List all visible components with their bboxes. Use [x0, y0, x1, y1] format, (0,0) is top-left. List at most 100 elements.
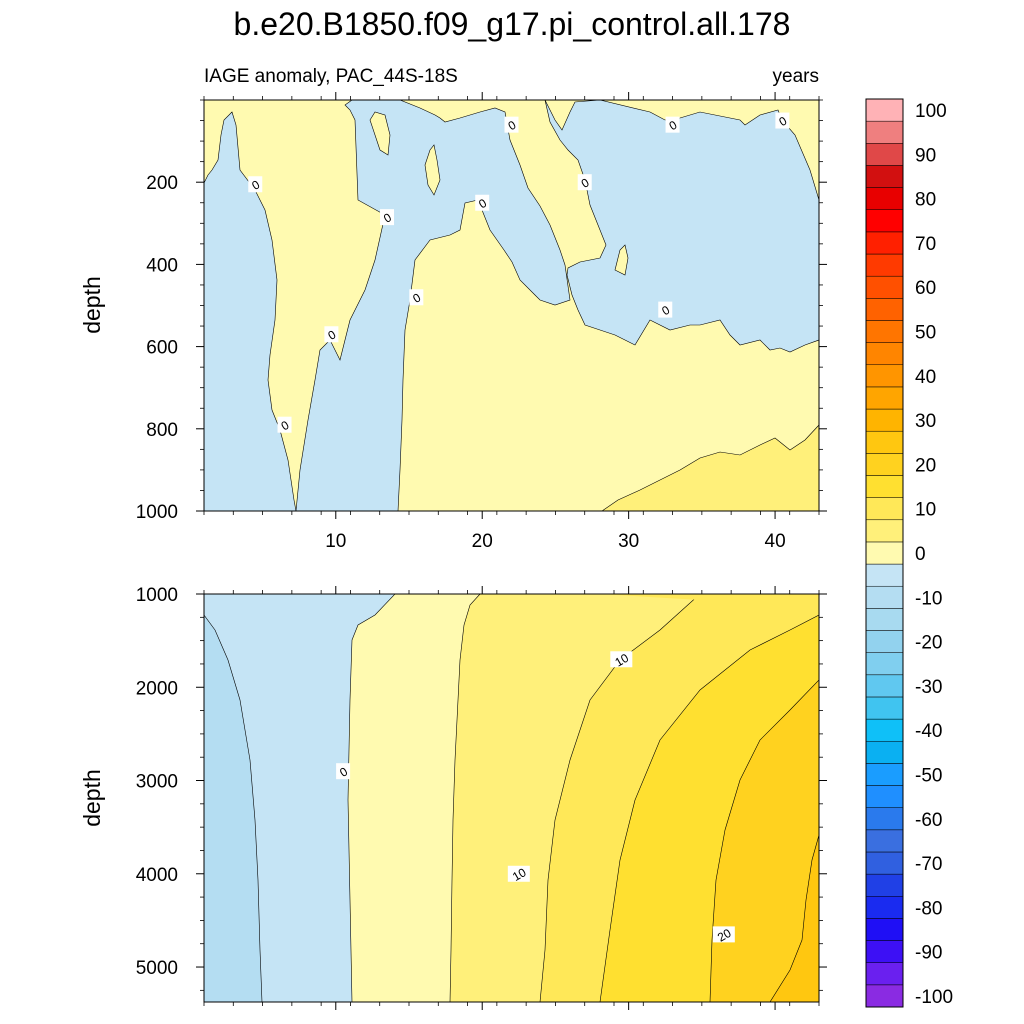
colorbar-box — [865, 763, 904, 786]
colorbar-box — [865, 940, 904, 963]
colorbar-box — [865, 253, 904, 277]
contour-label-bg — [380, 209, 395, 226]
contour-label-bg — [658, 301, 673, 318]
colorbar-tick-label: -10 — [915, 588, 942, 609]
lower-frame — [203, 593, 820, 1003]
upper-pos-island-1 — [424, 144, 441, 196]
contour-label-bg — [610, 651, 633, 668]
contour-label-bg — [409, 289, 424, 306]
contour-label: 10 — [613, 651, 632, 670]
contour-label-bg — [712, 926, 735, 943]
contour-label-bg — [577, 174, 592, 191]
colorbar-tick-label: -70 — [915, 854, 942, 875]
upper-ylabel: depth — [79, 276, 105, 334]
colorbar-tick-label: -20 — [915, 633, 942, 654]
colorbar-box — [865, 851, 904, 875]
y-tick-label: 600 — [146, 338, 178, 359]
colorbar-box — [865, 740, 904, 764]
lower-ticks: 1000 2000 3000 4000 5000 — [136, 585, 827, 1010]
y-tick-label: 3000 — [136, 772, 178, 793]
colorbar-box — [865, 585, 904, 609]
colorbar-box — [865, 231, 904, 255]
colorbar-box — [865, 320, 904, 343]
lower-neg-region-deeper — [204, 614, 263, 1002]
contour-label: 10 — [510, 865, 529, 884]
colorbar-tick-label: 90 — [915, 145, 936, 166]
colorbar-tick-label: 20 — [915, 455, 936, 476]
x-tick-label: 20 — [472, 531, 493, 552]
colorbar-box — [865, 120, 904, 144]
colorbar-box — [865, 364, 904, 388]
colorbar-box — [865, 962, 904, 986]
colorbar-box — [865, 696, 904, 720]
colorbar-box — [865, 275, 904, 299]
contour-label-bg — [504, 116, 519, 133]
lower-pos-region-25to30 — [769, 834, 819, 1002]
colorbar-box — [865, 165, 904, 188]
chart-title: b.e20.B1850.f09_g17.pi_control.all.178 — [234, 6, 791, 42]
colorbar-box — [865, 918, 904, 941]
upper-neg-region-middle — [295, 100, 571, 511]
colorbar-tick-label: 40 — [915, 367, 936, 388]
colorbar-box — [865, 519, 904, 543]
y-tick-label: 2000 — [136, 678, 178, 699]
colorbar-box — [865, 630, 904, 653]
colorbar-box — [865, 563, 904, 587]
contour-label-bg — [336, 763, 351, 780]
colorbar-box — [865, 298, 904, 321]
colorbar-tick-label: 30 — [915, 411, 936, 432]
colorbar-tick-label: 80 — [915, 190, 936, 211]
colorbar-box — [865, 187, 904, 210]
colorbar-box — [865, 807, 904, 831]
contour-label-bg — [665, 116, 680, 133]
colorbar-tick-label: 0 — [915, 544, 926, 565]
lower-pos-region-20to25 — [709, 679, 819, 1002]
colorbar-box — [865, 408, 904, 432]
colorbar-box — [865, 674, 904, 698]
colorbar-frame — [865, 98, 904, 1008]
upper-pos-region-5to10 — [601, 424, 819, 511]
x-tick-label: 30 — [618, 531, 639, 552]
y-tick-label: 1000 — [136, 585, 178, 606]
upper-neg-region-left — [204, 111, 297, 511]
colorbar-tick-label: -80 — [915, 898, 942, 919]
colorbar-tick-label: 70 — [915, 234, 936, 255]
lower-pos-region-10to15-top — [600, 594, 819, 620]
colorbar-box — [865, 652, 904, 676]
colorbar-box — [865, 984, 904, 1008]
colorbar-box — [865, 143, 904, 166]
colorbar: -100-90-80-70-60-50-40-30-20-10010203040… — [865, 98, 953, 1008]
colorbar-tick-label: 100 — [915, 101, 947, 122]
colorbar-box — [865, 386, 904, 410]
contour-label-bg — [324, 326, 339, 343]
y-tick-label: 800 — [146, 420, 178, 441]
contour-label-bg — [507, 865, 530, 882]
colorbar-tick-label: -40 — [915, 721, 942, 742]
colorbar-box — [865, 896, 904, 919]
contour-label: 20 — [715, 926, 734, 945]
colorbar-box — [865, 475, 904, 498]
left-string: IAGE anomaly, PAC_44S-18S — [204, 66, 458, 87]
x-tick-label: 40 — [765, 531, 786, 552]
contour-label-bg — [248, 176, 263, 193]
colorbar-box — [865, 873, 904, 897]
upper-ticks: 10 20 30 40 200 400 600 800 1000 — [136, 92, 827, 552]
colorbar-box — [865, 718, 904, 742]
colorbar-box — [865, 541, 904, 565]
colorbar-tick-label: 60 — [915, 278, 936, 299]
colorbar-tick-label: -60 — [915, 810, 942, 831]
upper-neg-region-right — [544, 100, 819, 511]
colorbar-tick-label: 50 — [915, 323, 936, 344]
contour-label-bg — [775, 112, 790, 129]
contour-label-bg — [475, 194, 490, 211]
colorbar-box — [865, 342, 904, 366]
lower-ylabel: depth — [79, 769, 105, 827]
colorbar-tick-label: -90 — [915, 943, 942, 964]
y-tick-label: 200 — [146, 173, 178, 194]
colorbar-box — [865, 453, 904, 476]
x-tick-label: 10 — [325, 531, 346, 552]
